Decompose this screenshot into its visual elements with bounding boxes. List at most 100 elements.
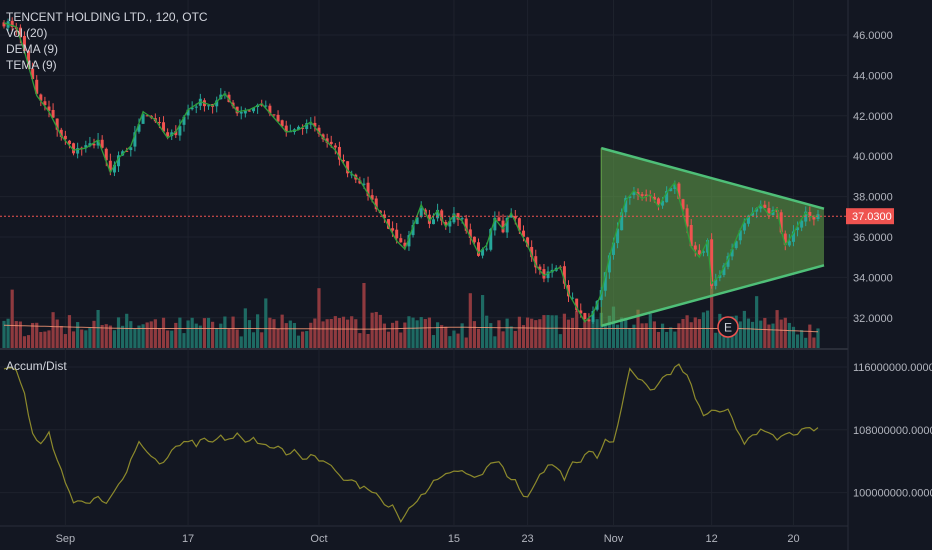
volume-bar xyxy=(256,314,260,348)
price-tick-label: 32.0000 xyxy=(853,313,893,325)
volume-bar xyxy=(370,312,374,348)
candle-body xyxy=(366,182,370,196)
markers[interactable]: E xyxy=(717,316,739,338)
candle-body xyxy=(186,109,190,116)
volume-bar xyxy=(296,335,301,348)
candle-body xyxy=(333,145,337,148)
volume-bar xyxy=(112,330,117,348)
candle-body xyxy=(751,212,755,216)
candle-body xyxy=(337,146,341,160)
volume-bar xyxy=(521,325,526,348)
candle-body xyxy=(489,229,493,250)
volume-bar xyxy=(321,321,325,348)
candle-body xyxy=(726,256,730,267)
symbol-title[interactable]: TENCENT HOLDING LTD., 120, OTC xyxy=(6,10,208,24)
candle-body xyxy=(387,219,391,229)
candle-body xyxy=(456,213,460,220)
earnings-marker-label: E xyxy=(724,321,732,335)
volume-bar xyxy=(697,319,701,348)
candle-body xyxy=(452,213,456,223)
candle-body xyxy=(96,139,100,146)
candle-body xyxy=(755,208,759,212)
volume-bar xyxy=(710,283,714,348)
candle-body xyxy=(190,107,194,110)
volume-bar xyxy=(472,321,477,348)
volume-bar xyxy=(104,324,108,348)
candle-body xyxy=(243,110,247,114)
volume-bar xyxy=(31,322,35,348)
candle-body xyxy=(607,255,611,273)
volume-bar xyxy=(251,332,256,348)
candle-body xyxy=(72,143,76,154)
volume-bar xyxy=(284,323,288,348)
candle-body xyxy=(767,208,771,216)
candle-body xyxy=(84,145,88,148)
candle-body xyxy=(640,194,644,196)
candle-body xyxy=(280,120,284,127)
candle-body xyxy=(403,242,407,247)
volume-bar xyxy=(88,327,92,348)
volume-bar xyxy=(264,298,268,348)
candle-body xyxy=(2,22,6,27)
candle-body xyxy=(595,301,599,310)
candle-body xyxy=(734,241,738,249)
candle-body xyxy=(284,125,288,132)
volume-bar xyxy=(685,315,689,348)
volume-bar xyxy=(509,326,513,348)
candle-body xyxy=(194,106,198,108)
earnings-marker[interactable] xyxy=(717,316,739,338)
volume-bar xyxy=(763,317,767,348)
volume-bar xyxy=(141,324,145,348)
volume-bar xyxy=(562,313,566,348)
volume-bar xyxy=(76,322,80,348)
volume-bar xyxy=(170,330,174,348)
volume-bar xyxy=(358,333,362,348)
candle-body xyxy=(419,208,423,217)
accum-dist-label[interactable]: Accum/Dist xyxy=(6,359,67,373)
candle-body xyxy=(305,123,309,130)
volume-bar xyxy=(223,316,227,348)
volume-bar xyxy=(10,289,14,348)
volume-bar xyxy=(301,331,305,348)
volume-bar xyxy=(816,328,820,348)
candle-body xyxy=(468,229,472,238)
candle-body xyxy=(301,127,305,129)
candle-body xyxy=(427,214,431,224)
candle-body xyxy=(63,135,67,140)
volume-bar xyxy=(386,331,391,348)
volume-bar xyxy=(742,310,746,348)
volume-bar xyxy=(779,319,783,348)
volume-bar xyxy=(456,333,460,348)
candle-body xyxy=(587,319,591,322)
candle-body xyxy=(513,216,517,219)
candle-body xyxy=(431,219,435,225)
candle-body xyxy=(10,20,14,28)
candle-body xyxy=(566,284,570,297)
candle-body xyxy=(350,174,354,176)
dema-line xyxy=(3,22,819,323)
volume-bar xyxy=(620,317,624,348)
indicator-dema[interactable]: DEMA (9) xyxy=(6,42,59,56)
indicator-vol[interactable]: Vol (20) xyxy=(6,26,48,40)
volume-bar xyxy=(354,319,358,348)
candle-body xyxy=(791,231,795,242)
triangle-upper-trendline[interactable] xyxy=(600,146,825,210)
volume-bar xyxy=(149,321,153,348)
volume-bar xyxy=(513,330,517,348)
volume-bar xyxy=(395,320,399,348)
candle-body xyxy=(399,238,403,243)
triangle-lower-trendline[interactable] xyxy=(600,264,825,328)
volume-bar xyxy=(726,329,730,348)
candle-body xyxy=(796,227,800,231)
indicator-tema[interactable]: TEMA (9) xyxy=(6,58,57,72)
volume-bar xyxy=(804,337,808,348)
volume-bar xyxy=(800,329,804,348)
volume-bar xyxy=(759,320,763,348)
candle-body xyxy=(542,269,546,279)
volume-bar xyxy=(427,317,432,348)
candle-body xyxy=(701,251,705,253)
volume-bar xyxy=(345,319,350,348)
candle-body xyxy=(460,218,464,220)
volume-bar xyxy=(554,315,558,348)
